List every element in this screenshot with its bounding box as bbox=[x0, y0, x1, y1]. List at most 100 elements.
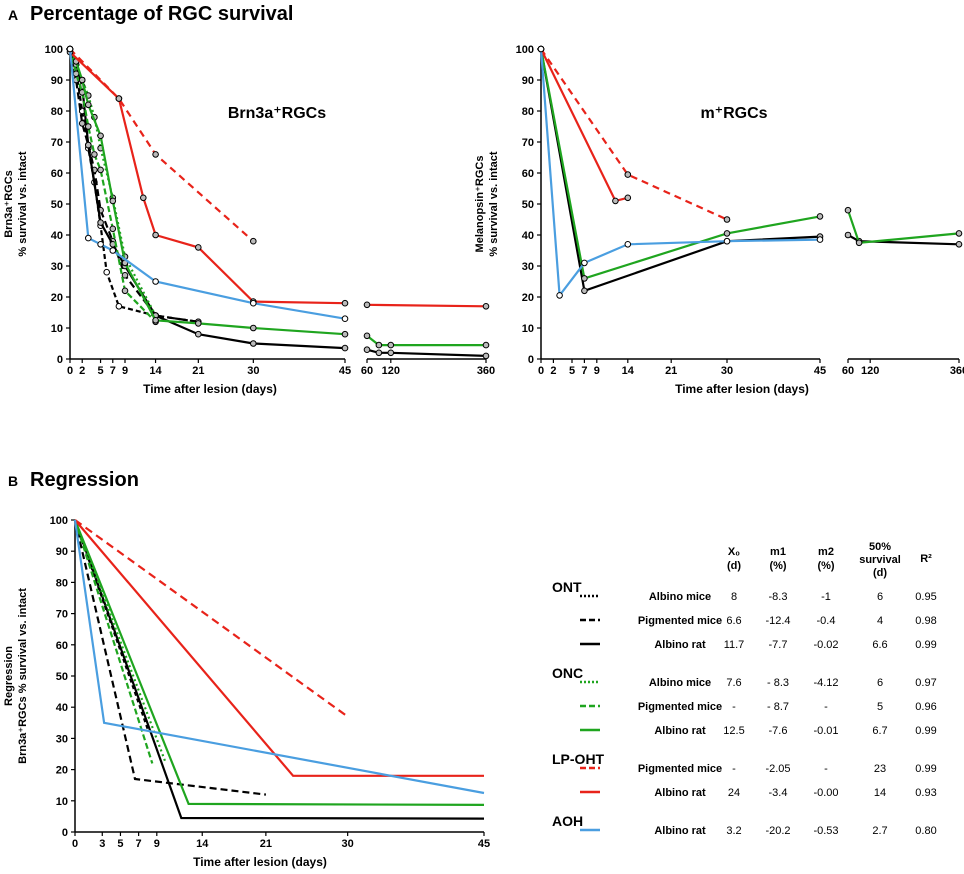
x-tick-label: 0 bbox=[67, 365, 73, 377]
cell-r2: 0.96 bbox=[915, 701, 936, 713]
header-m1-unit: (%) bbox=[769, 560, 786, 572]
data-point bbox=[250, 324, 257, 332]
data-point bbox=[115, 303, 123, 310]
cell-x0: 7.6 bbox=[726, 677, 741, 689]
cell-m2: -1 bbox=[821, 591, 831, 603]
x-tick-label: 0 bbox=[538, 365, 544, 377]
cell-x0: 12.5 bbox=[723, 725, 744, 737]
data-point bbox=[482, 341, 490, 349]
data-point bbox=[375, 349, 383, 357]
table-row: Albino mice 8 -8.3 -1 6 0.95 bbox=[580, 591, 937, 603]
data-point bbox=[363, 332, 371, 340]
data-point bbox=[97, 241, 104, 248]
table-row-label: Pigmented mice bbox=[638, 615, 722, 627]
data-point bbox=[624, 194, 632, 202]
series-line bbox=[73, 519, 267, 796]
x-tick-label: 0 bbox=[72, 838, 78, 850]
cell-m1: -3.4 bbox=[769, 787, 788, 799]
panel-b-title: Regression bbox=[30, 469, 139, 491]
series-line bbox=[74, 519, 349, 718]
y-tick-label: 50 bbox=[51, 199, 63, 211]
cell-x0: 24 bbox=[728, 787, 740, 799]
x-tick-label: 5 bbox=[97, 365, 103, 377]
data-point bbox=[85, 101, 92, 109]
y-axis-label-line2: % survival vs. intact bbox=[17, 151, 29, 256]
x-tick-label: 60 bbox=[842, 365, 854, 377]
series-aoh-albino-rat bbox=[66, 45, 349, 323]
data-point bbox=[556, 292, 563, 299]
cell-r2: 0.98 bbox=[915, 615, 936, 627]
cell-50-survival: 6 bbox=[877, 591, 883, 603]
table-row-label: Pigmented mice bbox=[638, 763, 722, 775]
cell-x0: 3.2 bbox=[726, 825, 741, 837]
data-point bbox=[250, 299, 257, 307]
y-tick-label: 60 bbox=[51, 168, 63, 180]
data-point bbox=[816, 213, 824, 220]
cell-50-survival: 4 bbox=[877, 615, 883, 627]
y-tick-label: 60 bbox=[522, 168, 534, 180]
cell-m2: -0.00 bbox=[813, 787, 838, 799]
y-tick-label: 0 bbox=[528, 354, 534, 366]
x-tick-label: 21 bbox=[192, 365, 204, 377]
data-point bbox=[66, 45, 74, 53]
x-tick-label: 9 bbox=[122, 365, 128, 377]
x-tick-label: 14 bbox=[196, 838, 209, 850]
series-line bbox=[73, 519, 485, 795]
data-point bbox=[363, 346, 371, 354]
y-tick-label: 20 bbox=[522, 292, 534, 304]
y-tick-label: 90 bbox=[51, 75, 63, 87]
data-point bbox=[387, 349, 395, 357]
y-tick-label: 80 bbox=[51, 106, 63, 118]
y-tick-label: 40 bbox=[51, 230, 63, 242]
table-row-label: Albino rat bbox=[654, 639, 706, 651]
x-tick-label: 14 bbox=[622, 365, 635, 377]
x-tick-label: 3 bbox=[99, 838, 105, 850]
cell-r2: 0.99 bbox=[915, 725, 936, 737]
series-line bbox=[74, 519, 484, 777]
data-point bbox=[537, 45, 545, 53]
y-tick-label: 20 bbox=[51, 292, 63, 304]
x-tick-label: 21 bbox=[665, 365, 677, 377]
cell-50-survival: 2.7 bbox=[872, 825, 887, 837]
y-tick-label: 70 bbox=[522, 137, 534, 149]
y-tick-label: 100 bbox=[45, 44, 63, 56]
series-line bbox=[73, 519, 167, 764]
data-point bbox=[723, 230, 731, 237]
series-line bbox=[73, 519, 485, 807]
cell-m1: - 8.7 bbox=[767, 701, 789, 713]
table-row: Pigmented mice - - 8.7-5 0.96 bbox=[580, 701, 937, 713]
series-line bbox=[73, 519, 154, 764]
series-line bbox=[846, 209, 960, 244]
header-r2: R² bbox=[920, 553, 932, 565]
y-tick-label: 40 bbox=[522, 230, 534, 242]
series-line bbox=[539, 48, 821, 280]
table-row: Pigmented mice - -2.05-23 0.99 bbox=[580, 763, 937, 775]
data-point bbox=[612, 197, 619, 205]
data-point bbox=[341, 299, 349, 307]
series-aoh-albino-rat bbox=[537, 45, 824, 299]
data-point bbox=[195, 244, 202, 251]
header-survival-unit: (d) bbox=[873, 567, 887, 579]
data-point bbox=[78, 76, 86, 84]
data-point bbox=[109, 247, 117, 254]
cell-x0: 6.6 bbox=[726, 615, 741, 627]
cell-r2: 0.80 bbox=[915, 825, 936, 837]
y-tick-label: 100 bbox=[50, 515, 68, 527]
header-survival-1: 50% bbox=[869, 541, 891, 553]
x-tick-label: 9 bbox=[594, 365, 600, 377]
data-point bbox=[844, 206, 852, 214]
y-tick-label: 40 bbox=[56, 702, 68, 714]
chart-inner-title: Brn3a⁺RGCs bbox=[228, 105, 326, 122]
data-point bbox=[91, 151, 98, 158]
series-line bbox=[68, 48, 346, 320]
table-row-label: Albino rat bbox=[654, 725, 706, 737]
cell-m2: -0.01 bbox=[813, 725, 838, 737]
series-line bbox=[68, 48, 199, 323]
data-point bbox=[115, 95, 123, 102]
data-point bbox=[581, 259, 588, 267]
header-survival-2: survival bbox=[859, 554, 901, 566]
y-axis-label-line1: Brn3a⁺RGCs bbox=[3, 170, 15, 238]
y-tick-label: 70 bbox=[56, 609, 68, 621]
x-tick-label: 45 bbox=[478, 838, 490, 850]
